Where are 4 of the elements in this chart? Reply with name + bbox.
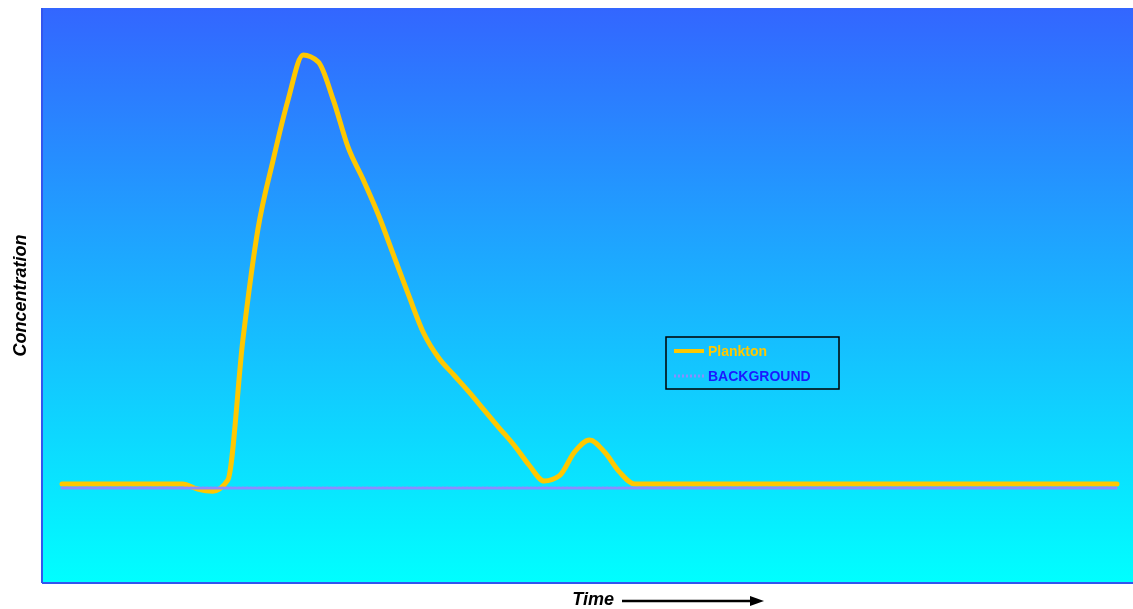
x-axis-title: Time bbox=[572, 589, 614, 609]
legend-label: BACKGROUND bbox=[708, 368, 811, 384]
y-axis-title: Concentration bbox=[10, 234, 30, 357]
legend-label: Plankton bbox=[708, 343, 768, 359]
